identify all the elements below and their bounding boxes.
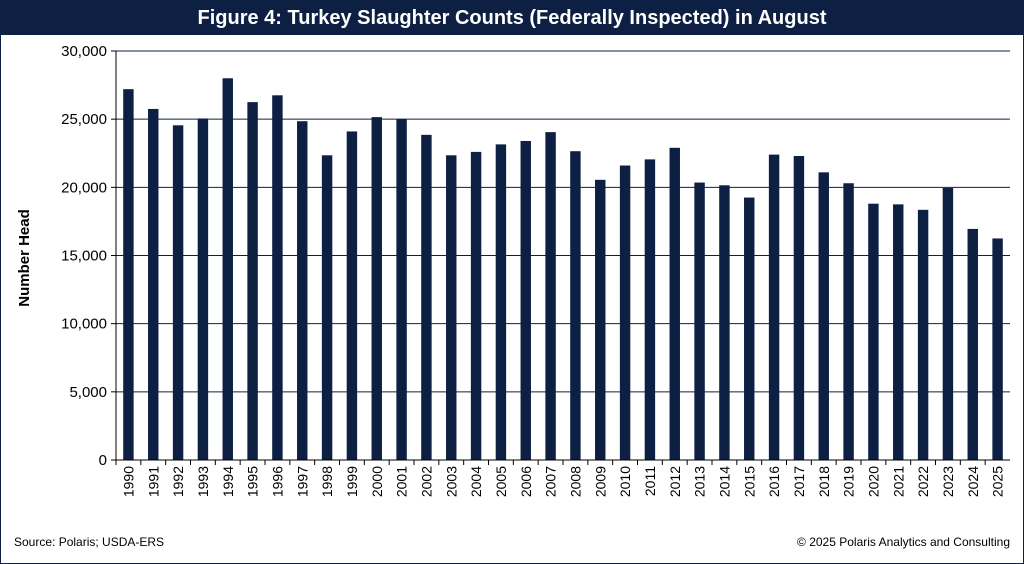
bar — [247, 102, 258, 460]
bar — [470, 151, 482, 461]
x-tick-label: 2003 — [443, 466, 459, 497]
bar — [321, 155, 333, 461]
bar — [272, 95, 283, 460]
copyright-note: © 2025 Polaris Analytics and Consulting — [797, 535, 1010, 549]
x-tick-label: 2004 — [468, 466, 484, 497]
x-tick-label: 2024 — [965, 466, 981, 497]
y-tick-label: 0 — [99, 452, 107, 469]
y-axis-label: Number Head — [16, 209, 33, 307]
chart-title: Figure 4: Turkey Slaughter Counts (Feder… — [1, 1, 1023, 35]
y-tick-label: 25,000 — [61, 111, 107, 128]
bar — [495, 144, 507, 460]
x-tick-label: 2022 — [915, 466, 931, 497]
x-tick-label: 1999 — [344, 466, 360, 497]
x-tick-label: 2009 — [592, 466, 608, 497]
x-tick-label: 2001 — [394, 466, 410, 497]
bar — [744, 197, 755, 460]
x-tick-label: 2015 — [741, 466, 757, 497]
bar — [595, 179, 606, 460]
x-tick-label: 2017 — [791, 466, 807, 497]
x-tick-label: 2005 — [493, 466, 509, 497]
bar — [768, 154, 780, 460]
x-tick-label: 1997 — [294, 466, 310, 497]
bar — [719, 185, 730, 460]
x-tick-label: 2020 — [865, 466, 881, 497]
x-tick-label: 2011 — [642, 466, 658, 496]
x-tick-label: 2013 — [692, 466, 708, 497]
bar — [222, 78, 233, 461]
gridlines — [116, 50, 1010, 393]
bar — [644, 159, 656, 460]
x-tick-label: 1998 — [319, 466, 335, 497]
x-tick-label: 1991 — [145, 466, 161, 497]
bar — [917, 209, 929, 460]
x-tick-label: 2000 — [369, 466, 385, 497]
x-tick-label: 1990 — [120, 466, 136, 497]
x-tick-label: 2007 — [543, 466, 559, 497]
bars — [123, 78, 1003, 461]
y-tick-label: 10,000 — [61, 316, 107, 333]
bar — [868, 203, 879, 460]
x-tick-label: 2019 — [841, 466, 857, 497]
x-tick-label: 1993 — [195, 466, 211, 497]
y-tick-label: 20,000 — [61, 179, 107, 196]
bar — [893, 204, 904, 460]
bar — [446, 155, 457, 461]
x-tick-label: 2010 — [617, 466, 633, 497]
axes: 0 5,000 10,000 15,000 20,000 25,000 30,000 1990… — [61, 43, 1010, 497]
y-tick-label: 15,000 — [61, 248, 107, 265]
bar — [818, 172, 829, 460]
bar — [967, 228, 978, 460]
bar — [545, 132, 556, 460]
x-tick-label: 2025 — [990, 466, 1006, 497]
bar — [123, 89, 134, 460]
x-tick-label: 2023 — [940, 466, 956, 497]
bar — [942, 188, 954, 460]
bar — [148, 108, 159, 461]
source-note: Source: Polaris; USDA-ERS — [14, 535, 165, 549]
bar — [843, 183, 854, 460]
bar — [197, 118, 209, 461]
x-tick-label: 2018 — [816, 466, 832, 497]
x-tick-label: 1992 — [170, 466, 186, 497]
y-tick-label: 30,000 — [61, 43, 107, 60]
bar — [694, 182, 705, 461]
bar — [396, 119, 407, 461]
x-tick-label: 2006 — [518, 466, 534, 497]
x-tick-label: 1995 — [245, 466, 261, 497]
bar — [520, 140, 531, 461]
x-tick-label: 2014 — [716, 466, 732, 497]
bar — [570, 151, 581, 460]
x-tick-label: 2008 — [567, 466, 583, 497]
bar — [992, 238, 1003, 460]
bar — [172, 125, 184, 460]
x-tick-label: 2002 — [418, 466, 434, 497]
x-tick-label: 2012 — [667, 466, 683, 497]
x-tick-label: 1996 — [269, 466, 285, 497]
bar — [297, 121, 308, 460]
bar — [346, 131, 358, 461]
bar — [793, 155, 805, 460]
x-tick-label: 2021 — [890, 466, 906, 497]
bar — [421, 134, 432, 460]
y-tick-label: 5,000 — [69, 384, 107, 401]
x-tick-label: 1994 — [220, 466, 236, 497]
bar — [371, 117, 382, 460]
bar — [619, 165, 631, 460]
x-tick-label: 2016 — [766, 466, 782, 497]
bar — [669, 147, 680, 460]
